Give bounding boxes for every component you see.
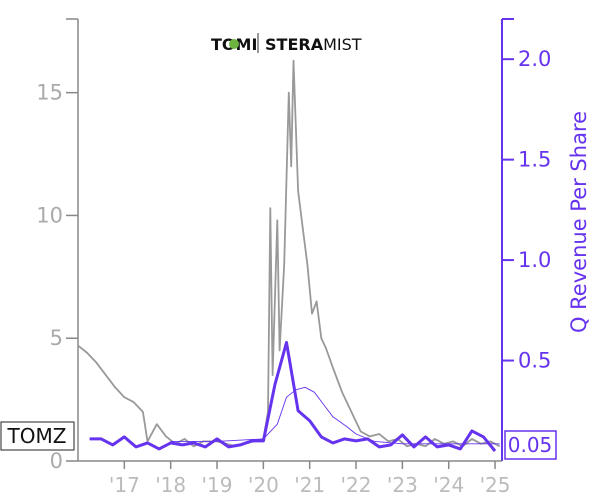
series-layer xyxy=(77,59,501,452)
x-tick-label: '19 xyxy=(202,473,233,497)
left-tick-label: 10 xyxy=(36,203,63,227)
right-tick-label: 2.0 xyxy=(518,47,551,71)
logo-leaf-icon xyxy=(229,39,239,49)
x-tick-label: '20 xyxy=(248,473,279,497)
x-tick-label: '24 xyxy=(433,473,464,497)
y-axis-right-label: Q Revenue Per Share xyxy=(567,111,591,333)
ticker-box xyxy=(0,421,75,451)
logo-right-bold: STERA xyxy=(265,35,324,54)
ticker-text: TOMZ xyxy=(7,424,67,448)
right-tick-label: 1.5 xyxy=(518,148,551,172)
current-value-label: 0.05 xyxy=(504,430,557,460)
company-logo: TOMI STERAMIST xyxy=(211,33,362,54)
right-tick-label: 0.5 xyxy=(518,349,551,373)
x-tick-label: '23 xyxy=(387,473,418,497)
price-line xyxy=(77,59,501,448)
left-axis-ticks: 0 5 10 15 xyxy=(36,81,78,473)
x-tick-label: '25 xyxy=(480,473,511,497)
x-tick-label: '17 xyxy=(109,473,140,497)
right-axis-ticks: 0.5 1.0 1.5 2.0 xyxy=(502,47,551,373)
x-axis-ticks: '17 '18 '19 '20 '21 '22 '23 '24 '25 xyxy=(109,461,511,497)
x-tick-label: '22 xyxy=(341,473,372,497)
revenue-line xyxy=(89,341,497,452)
current-value-text: 0.05 xyxy=(508,433,553,457)
left-tick-label: 15 xyxy=(36,81,63,105)
right-tick-label: 1.0 xyxy=(518,248,551,272)
price-trend-line xyxy=(170,386,500,445)
logo-right-text: MIST xyxy=(323,35,362,54)
svg-text:STERAMIST: STERAMIST xyxy=(265,35,362,54)
current-value-box xyxy=(504,430,557,460)
ticker-label: TOMZ xyxy=(0,421,75,451)
x-tick-label: '21 xyxy=(294,473,325,497)
x-tick-label: '18 xyxy=(155,473,186,497)
left-tick-label: 0 xyxy=(50,449,63,473)
left-tick-label: 5 xyxy=(50,326,63,350)
